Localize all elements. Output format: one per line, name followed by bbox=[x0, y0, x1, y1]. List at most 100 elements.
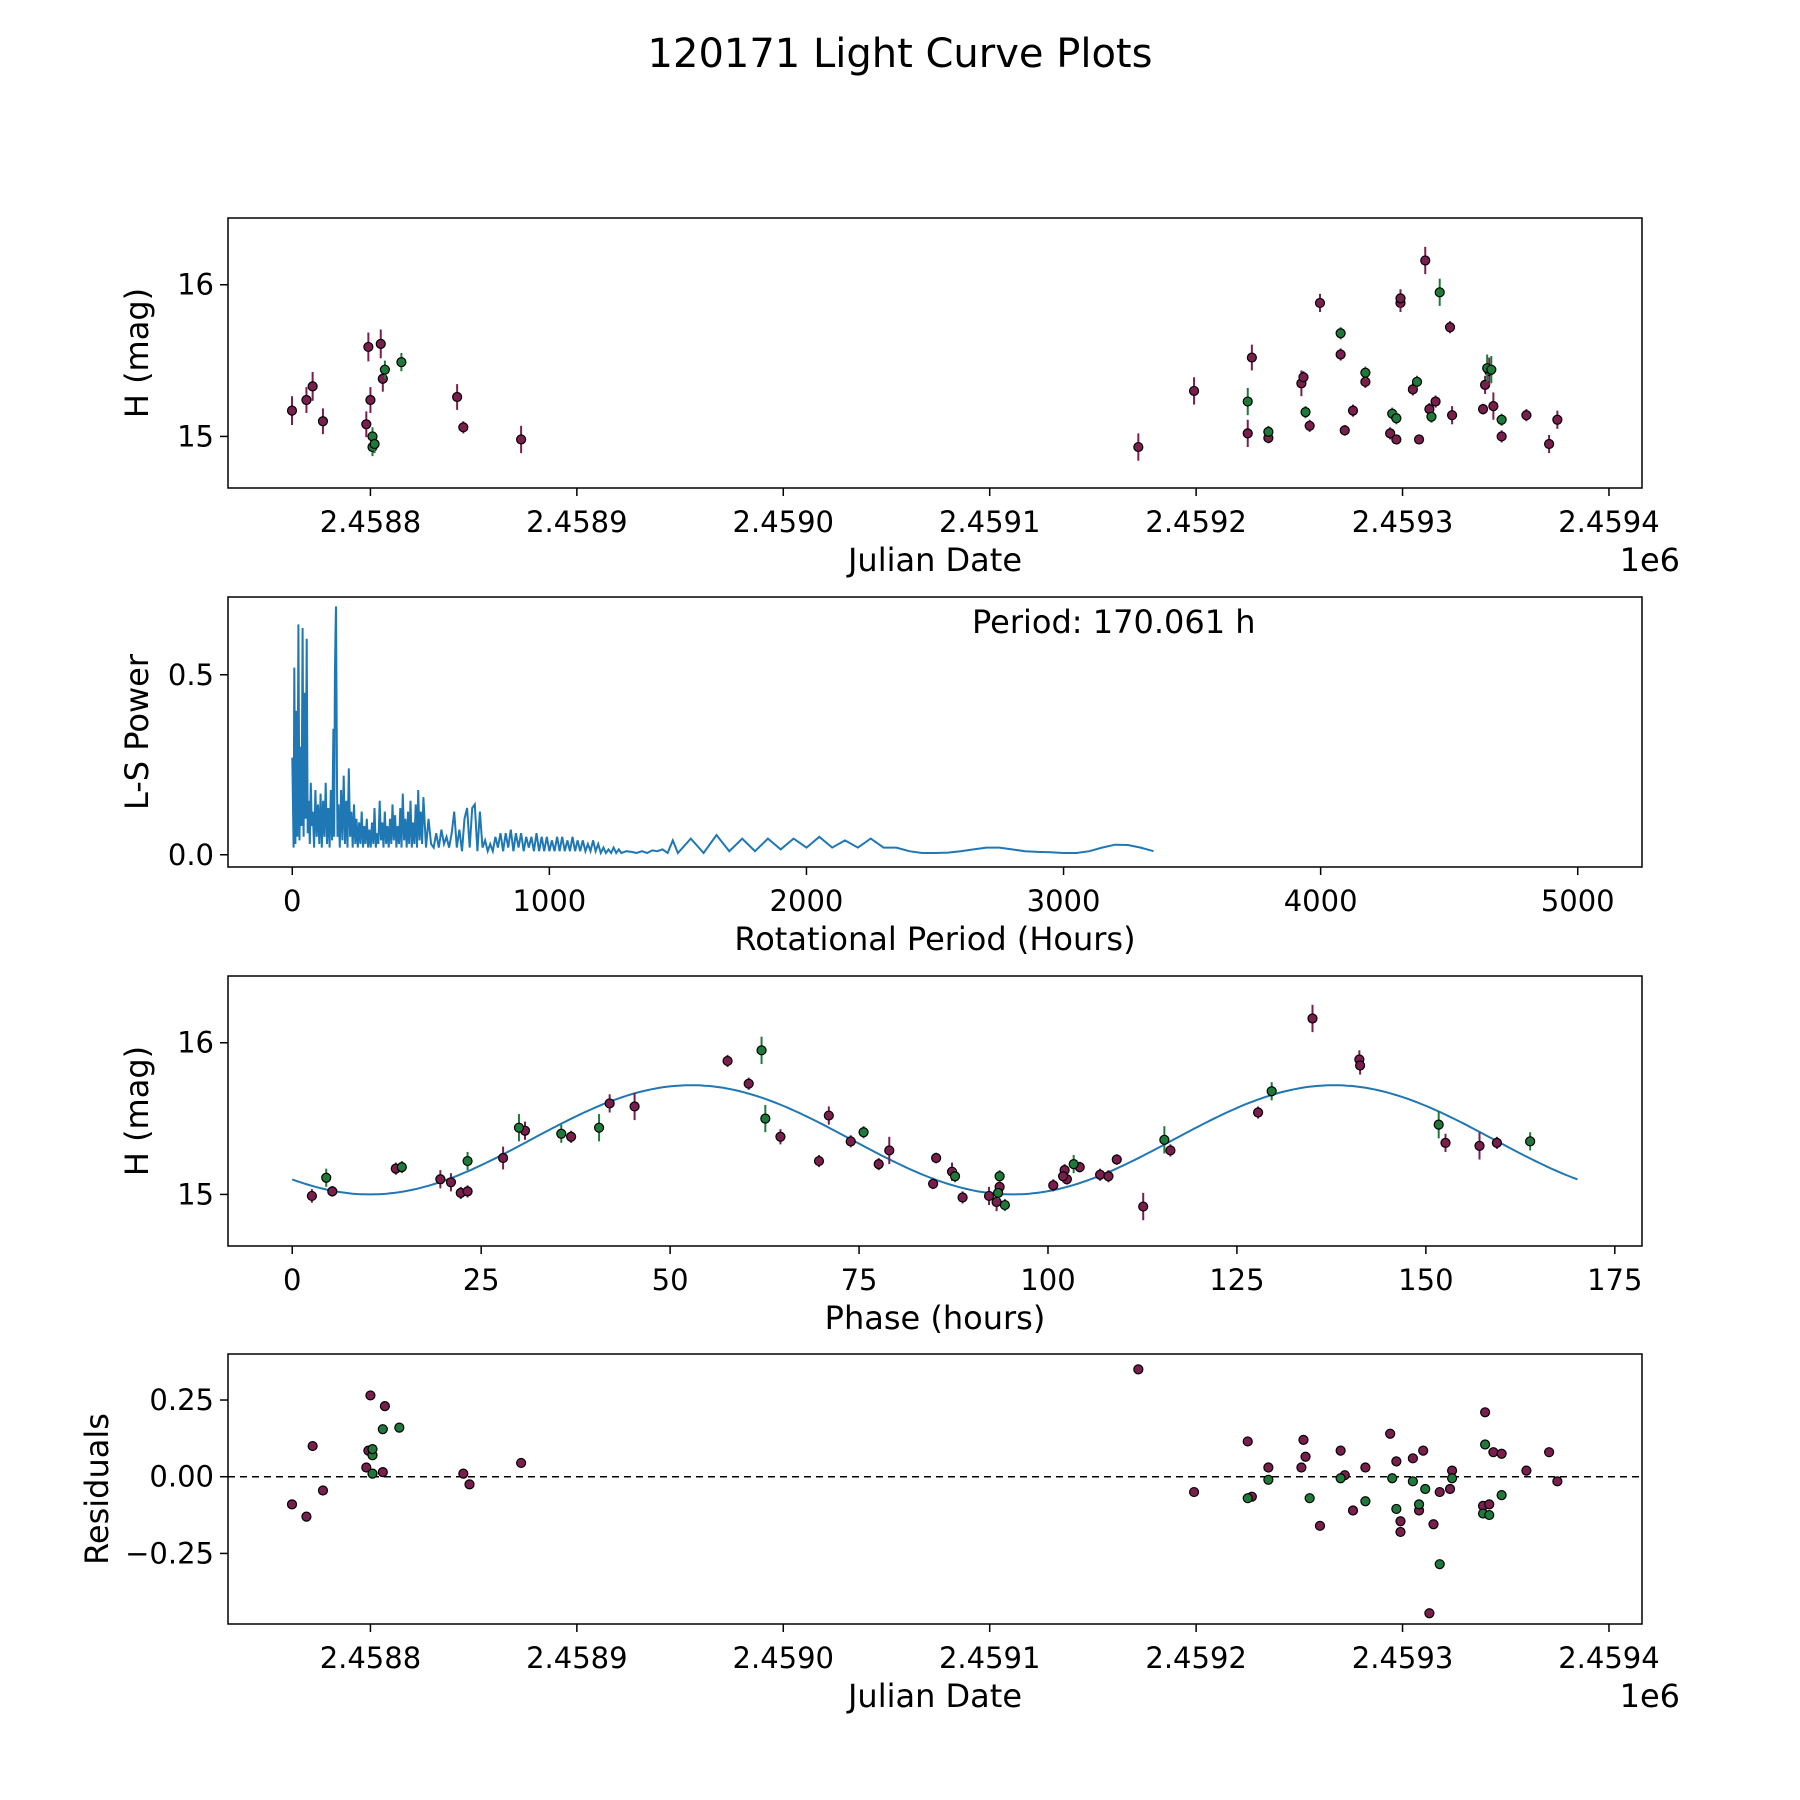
data-point-red bbox=[823, 1110, 834, 1121]
data-point-green bbox=[1159, 1134, 1170, 1145]
data-point-green bbox=[369, 438, 380, 450]
data-point-red bbox=[361, 1462, 372, 1473]
data-point-red bbox=[813, 1155, 825, 1167]
data-point-red bbox=[775, 1131, 786, 1142]
data-point-green bbox=[396, 357, 407, 368]
period-annotation: Period: 170.061 h bbox=[972, 603, 1256, 641]
data-point-red bbox=[1440, 1137, 1451, 1148]
figure-title: 120171 Light Curve Plots bbox=[648, 31, 1153, 77]
x-tick-label: 2.4590 bbox=[733, 505, 834, 539]
data-point-green bbox=[1434, 1559, 1445, 1570]
data-point-red bbox=[1420, 255, 1431, 266]
data-point-red bbox=[1484, 1499, 1495, 1510]
data-point-green bbox=[1335, 1473, 1346, 1484]
x-tick-label: 2.4594 bbox=[1558, 505, 1659, 539]
data-point-red bbox=[743, 1078, 754, 1089]
data-point-red bbox=[1544, 1447, 1555, 1458]
data-point-red bbox=[1477, 404, 1489, 415]
data-point-red bbox=[363, 341, 374, 353]
data-point-red bbox=[1395, 1526, 1406, 1538]
data-point-red bbox=[1298, 1434, 1309, 1446]
data-point-red bbox=[361, 419, 372, 430]
data-point-red bbox=[1095, 1169, 1106, 1180]
data-point-red bbox=[1413, 434, 1425, 445]
x-offset-label: 1e6 bbox=[1620, 541, 1680, 579]
data-point-red bbox=[1488, 1447, 1499, 1458]
data-point-red bbox=[1188, 1486, 1200, 1498]
data-point-red bbox=[1446, 410, 1458, 421]
x-tick-label: 125 bbox=[1209, 1263, 1264, 1297]
periodogram-plot: 0 1000 2000 3000 4000 5000 0.0 0.5 Rotational Pe… bbox=[118, 596, 1643, 958]
x-tick-label: 2.4589 bbox=[526, 1641, 627, 1675]
data-point-red bbox=[306, 1190, 317, 1202]
x-tick-label: 2.4590 bbox=[733, 1641, 834, 1675]
data-point-green bbox=[1426, 411, 1437, 422]
data-point-red bbox=[1395, 293, 1406, 304]
data-point-red bbox=[377, 1467, 388, 1478]
data-point-red bbox=[1300, 1451, 1311, 1462]
data-point-red bbox=[1304, 420, 1315, 431]
data-point-red bbox=[629, 1101, 640, 1112]
data-point-green bbox=[1263, 1474, 1274, 1485]
data-point-red bbox=[1391, 434, 1402, 445]
data-point-red bbox=[1242, 1436, 1253, 1447]
x-tick-label: 1000 bbox=[512, 884, 586, 918]
data-point-green bbox=[1480, 1439, 1491, 1450]
x-tick-label: 2.4592 bbox=[1145, 1641, 1246, 1675]
data-point-green bbox=[949, 1171, 961, 1182]
data-point-red bbox=[1496, 1448, 1507, 1459]
x-tick-label: 2000 bbox=[770, 884, 844, 918]
data-point-red bbox=[1263, 1462, 1274, 1473]
data-point-red bbox=[1103, 1171, 1114, 1182]
data-point-green bbox=[396, 1162, 407, 1173]
x-offset-label: 1e6 bbox=[1620, 1677, 1680, 1715]
data-point-green bbox=[1496, 414, 1507, 425]
data-point-green bbox=[1486, 364, 1497, 375]
data-point-red bbox=[307, 381, 318, 392]
data-point-red bbox=[317, 1485, 329, 1496]
data-point-red bbox=[1057, 1171, 1069, 1182]
data-point-green bbox=[1525, 1136, 1536, 1147]
data-point-red bbox=[1314, 297, 1326, 309]
data-point-red bbox=[327, 1186, 338, 1197]
data-point-green bbox=[994, 1171, 1005, 1182]
data-point-green bbox=[756, 1045, 767, 1056]
data-point-red bbox=[1385, 428, 1396, 439]
data-point-red bbox=[1544, 438, 1555, 450]
data-point-red bbox=[1407, 384, 1418, 395]
data-point-red bbox=[516, 1457, 527, 1469]
data-point-green bbox=[1411, 376, 1423, 387]
y-tick-label: 16 bbox=[177, 268, 214, 302]
data-point-green bbox=[1407, 1476, 1418, 1487]
data-point-red bbox=[1252, 1107, 1264, 1118]
data-point-red bbox=[1521, 1465, 1532, 1476]
data-point-red bbox=[1434, 1486, 1445, 1498]
data-point-red bbox=[566, 1131, 577, 1142]
data-point-green bbox=[1446, 1473, 1458, 1484]
x-tick-label: 2.4593 bbox=[1352, 505, 1453, 539]
data-point-red bbox=[1111, 1154, 1122, 1165]
data-point-red bbox=[1491, 1137, 1502, 1148]
data-point-red bbox=[1165, 1145, 1176, 1156]
x-tick-label: 50 bbox=[652, 1263, 689, 1297]
data-point-red bbox=[884, 1145, 895, 1156]
data-point-red bbox=[497, 1152, 509, 1164]
data-point-red bbox=[1395, 1516, 1406, 1527]
x-tick-label: 25 bbox=[463, 1263, 500, 1297]
y-axis-label: H (mag) bbox=[118, 1046, 156, 1176]
y-tick-label: 15 bbox=[177, 419, 214, 453]
x-tick-label: 0 bbox=[283, 884, 301, 918]
data-point-red bbox=[991, 1196, 1002, 1208]
x-tick-label: 5000 bbox=[1541, 884, 1615, 918]
data-point-red bbox=[458, 422, 469, 433]
data-point-red bbox=[873, 1158, 884, 1170]
data-point-red bbox=[1314, 1520, 1326, 1531]
data-point-red bbox=[379, 1401, 390, 1412]
x-axis-label: Phase (hours) bbox=[825, 1299, 1046, 1337]
data-point-red bbox=[1385, 1428, 1396, 1439]
data-point-red bbox=[1298, 372, 1309, 383]
y-axis-label: L-S Power bbox=[118, 653, 156, 810]
x-tick-label: 150 bbox=[1398, 1263, 1453, 1297]
data-point-green bbox=[858, 1127, 869, 1138]
data-point-red bbox=[1307, 1013, 1318, 1024]
